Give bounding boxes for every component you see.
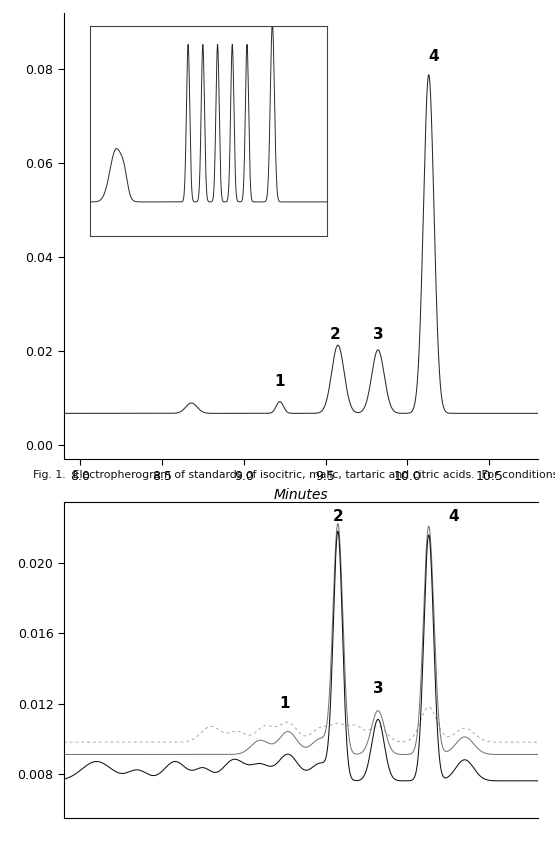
Text: 1: 1 xyxy=(275,374,285,389)
X-axis label: Minutes: Minutes xyxy=(274,488,329,502)
Text: 2: 2 xyxy=(332,509,344,524)
Text: 4: 4 xyxy=(428,50,439,64)
Text: 2: 2 xyxy=(330,327,341,342)
Text: 1: 1 xyxy=(280,696,290,711)
Text: 3: 3 xyxy=(372,327,384,342)
Text: Fig. 1.  Electropherogram of standards of isocitric, malic, tartaric and citric : Fig. 1. Electropherogram of standards of… xyxy=(33,470,555,480)
Text: 4: 4 xyxy=(448,509,458,524)
Text: 3: 3 xyxy=(372,680,384,695)
